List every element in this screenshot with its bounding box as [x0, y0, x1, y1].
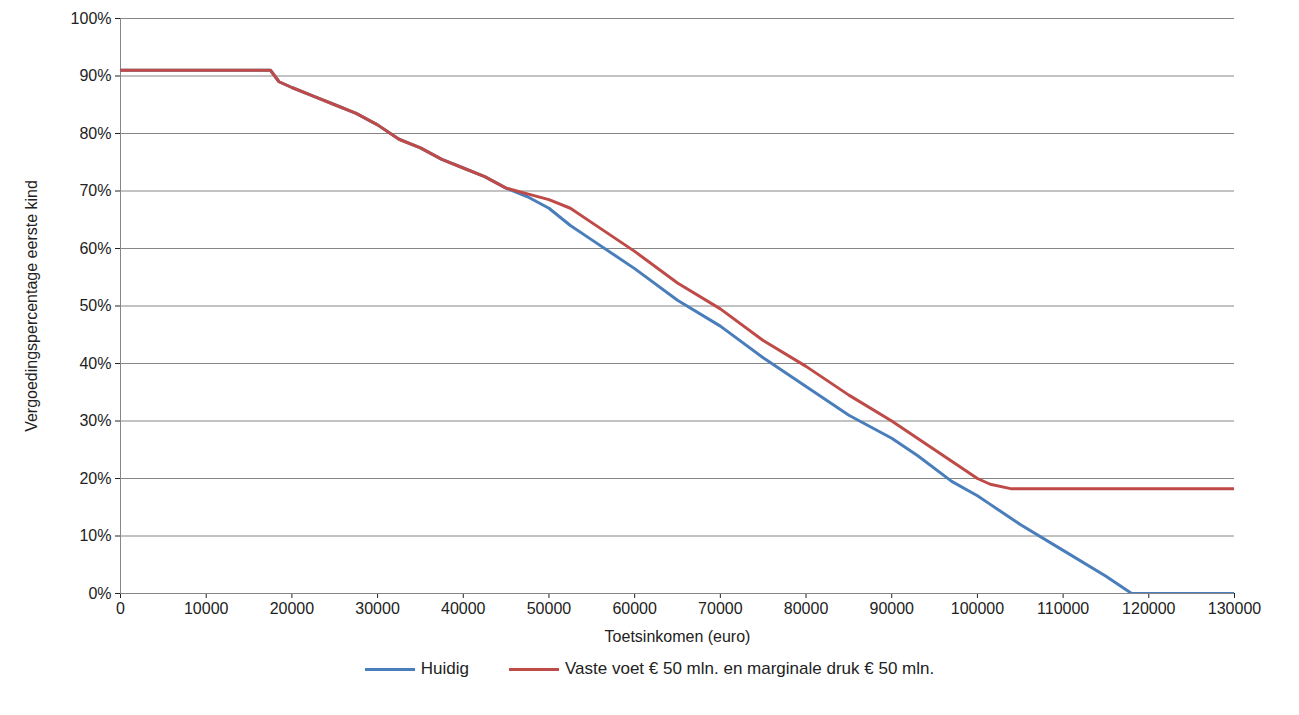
svg-text:0: 0	[116, 600, 125, 617]
svg-text:80%: 80%	[79, 125, 111, 142]
svg-text:10000: 10000	[184, 600, 229, 617]
html-text:Huidig: Huidig	[420, 659, 469, 678]
svg-text:Vergoedingspercentage eerste k: Vergoedingspercentage eerste kind	[23, 180, 40, 432]
svg-text:100000: 100000	[951, 600, 1004, 617]
svg-text:120000: 120000	[1122, 600, 1175, 617]
svg-text:100%: 100%	[71, 10, 112, 27]
svg-text:80000: 80000	[784, 600, 829, 617]
svg-text:10%: 10%	[79, 527, 111, 544]
svg-text:50000: 50000	[527, 600, 572, 617]
svg-text:130000: 130000	[1208, 600, 1261, 617]
svg-text:20%: 20%	[79, 470, 111, 487]
html-text:Vaste voet € 50 mln. en margin: Vaste voet € 50 mln. en marginale druk €…	[565, 659, 935, 678]
svg-text:60%: 60%	[79, 240, 111, 257]
svg-text:60000: 60000	[612, 600, 657, 617]
svg-text:30%: 30%	[79, 412, 111, 429]
svg-text:0%: 0%	[88, 585, 111, 602]
svg-text:40000: 40000	[441, 600, 486, 617]
svg-text:40%: 40%	[79, 355, 111, 372]
svg-text:110000: 110000	[1037, 600, 1089, 617]
svg-text:90000: 90000	[869, 600, 914, 617]
svg-text:50%: 50%	[79, 297, 111, 314]
svg-text:70%: 70%	[79, 182, 111, 199]
svg-text:20000: 20000	[270, 600, 315, 617]
svg-text:90%: 90%	[79, 67, 111, 84]
svg-text:30000: 30000	[355, 600, 400, 617]
svg-text:70000: 70000	[698, 600, 743, 617]
svg-text:Toetsinkomen (euro): Toetsinkomen (euro)	[605, 628, 751, 645]
